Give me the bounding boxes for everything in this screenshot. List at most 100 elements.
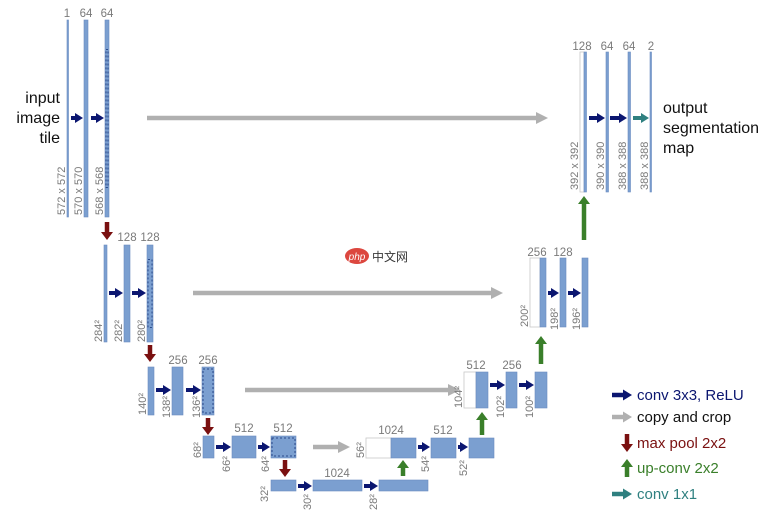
legend-item: copy and crop [612, 409, 731, 426]
labels: 572 x 572 1 570 x 570 64 568 x 568 64 284² 282²… [56, 8, 654, 510]
encoder-feature-map [123, 244, 131, 343]
encoder-feature-map [104, 19, 110, 218]
size-label: 390 x 390 [595, 142, 607, 190]
size-label: 32² [259, 486, 271, 502]
size-label: 68² [192, 442, 204, 458]
size-label: 572 x 572 [56, 167, 68, 215]
channel-label: 256 [198, 355, 217, 367]
decoder-feature-map [581, 257, 589, 328]
encoder-feature-map [66, 19, 69, 218]
maxpool-arrow-icon [202, 418, 214, 435]
channel-label: 2 [648, 41, 654, 53]
channel-label: 512 [234, 423, 253, 435]
conv-arrow-icon [109, 288, 123, 298]
conv-arrow-icon [458, 442, 468, 452]
conv-arrow-icon [589, 113, 605, 123]
channel-label: 256 [527, 247, 546, 259]
size-label: 102² [495, 396, 507, 418]
size-label: 64² [260, 456, 272, 472]
channel-label: 256 [502, 360, 521, 372]
size-label: 388 x 388 [639, 142, 651, 190]
legend-arrow-up-icon [621, 459, 633, 477]
channel-label: 1024 [378, 425, 404, 437]
legend-label: conv 3x3, ReLU [637, 387, 744, 404]
input-label: input image tile [16, 90, 60, 147]
size-label: 56² [355, 442, 367, 458]
legend-item: max pool 2x2 [621, 434, 726, 452]
conv-arrow-icon [132, 288, 146, 298]
channel-label: 128 [117, 232, 136, 244]
channel-label: 512 [433, 425, 452, 437]
size-label: 570 x 570 [73, 167, 85, 215]
conv-arrow-icon [258, 442, 270, 452]
cropped-region [271, 437, 296, 457]
conv-arrow-icon [418, 442, 430, 452]
size-label: 196² [571, 308, 583, 330]
watermark-logo: php 中文网 [345, 248, 408, 264]
conv-arrow-icon [71, 113, 83, 123]
copied-feature-map [529, 257, 541, 328]
output-label-line: output [663, 100, 708, 117]
channel-label: 512 [273, 423, 292, 435]
conv-arrow-icon [216, 442, 231, 452]
channel-label: 1 [64, 8, 70, 20]
conv-arrow-icon [610, 113, 627, 123]
decoder-feature-map [583, 51, 587, 193]
decoder-feature-map [390, 437, 417, 459]
size-label: 54² [420, 456, 432, 472]
legend-arrow-right-icon [612, 411, 632, 423]
output-label-line: segmentation [663, 120, 759, 137]
decoder-feature-map [505, 371, 518, 409]
maxpool-arrow-icon [279, 460, 291, 477]
upconv-arrow-icon [397, 460, 409, 476]
conv-arrow-icon [548, 288, 559, 298]
size-label: 138² [161, 396, 173, 418]
maxpool-arrow-icon [101, 222, 113, 240]
encoder-feature-map [171, 366, 184, 416]
channel-label: 128 [572, 41, 591, 53]
input-label-line: tile [40, 130, 61, 147]
size-label: 392 x 392 [569, 142, 581, 190]
size-label: 568 x 568 [94, 167, 106, 215]
encoder-feature-map [201, 366, 215, 416]
watermark-text: 中文网 [372, 249, 408, 264]
channel-label: 64 [601, 41, 614, 53]
cropped-region [105, 49, 109, 188]
decoder-feature-map [475, 371, 489, 409]
encoder-feature-map [270, 479, 297, 492]
size-label: 30² [302, 494, 314, 510]
conv-arrow-icon [364, 481, 378, 491]
copied-feature-map [463, 371, 477, 409]
decoder-feature-map [627, 51, 631, 193]
copied-feature-map [365, 437, 392, 459]
conv-arrow-icon [519, 380, 534, 390]
encoder-feature-map [146, 244, 154, 343]
decoder-feature-map [539, 257, 547, 328]
channel-label: 64 [101, 8, 114, 20]
encoder-feature-map [312, 479, 363, 492]
channel-label: 64 [80, 8, 93, 20]
size-label: 28² [368, 494, 380, 510]
conv-arrow-icon [568, 288, 581, 298]
size-label: 280² [136, 320, 148, 342]
output-label-line: map [663, 140, 694, 157]
channel-label: 128 [553, 247, 572, 259]
maxpool-arrow-icon [144, 345, 156, 362]
upconv-arrow-icon [535, 336, 547, 364]
copy-crop-arrow-icon [245, 384, 460, 396]
cropped-region [147, 259, 153, 328]
size-label: 104² [453, 386, 465, 408]
cropped-region [202, 368, 214, 414]
size-label: 282² [113, 320, 125, 342]
decoder-feature-map [605, 51, 609, 193]
size-label: 66² [221, 456, 233, 472]
legend-item: conv 3x3, ReLU [612, 387, 744, 404]
decoder-feature-map [430, 437, 457, 459]
input-label-line: input [25, 90, 60, 107]
channel-label: 128 [140, 232, 159, 244]
encoder-feature-map [270, 435, 297, 459]
watermark-logo-text: php [348, 252, 366, 263]
feature-maps [66, 19, 652, 492]
copy-crop-arrow-icon [147, 112, 548, 124]
